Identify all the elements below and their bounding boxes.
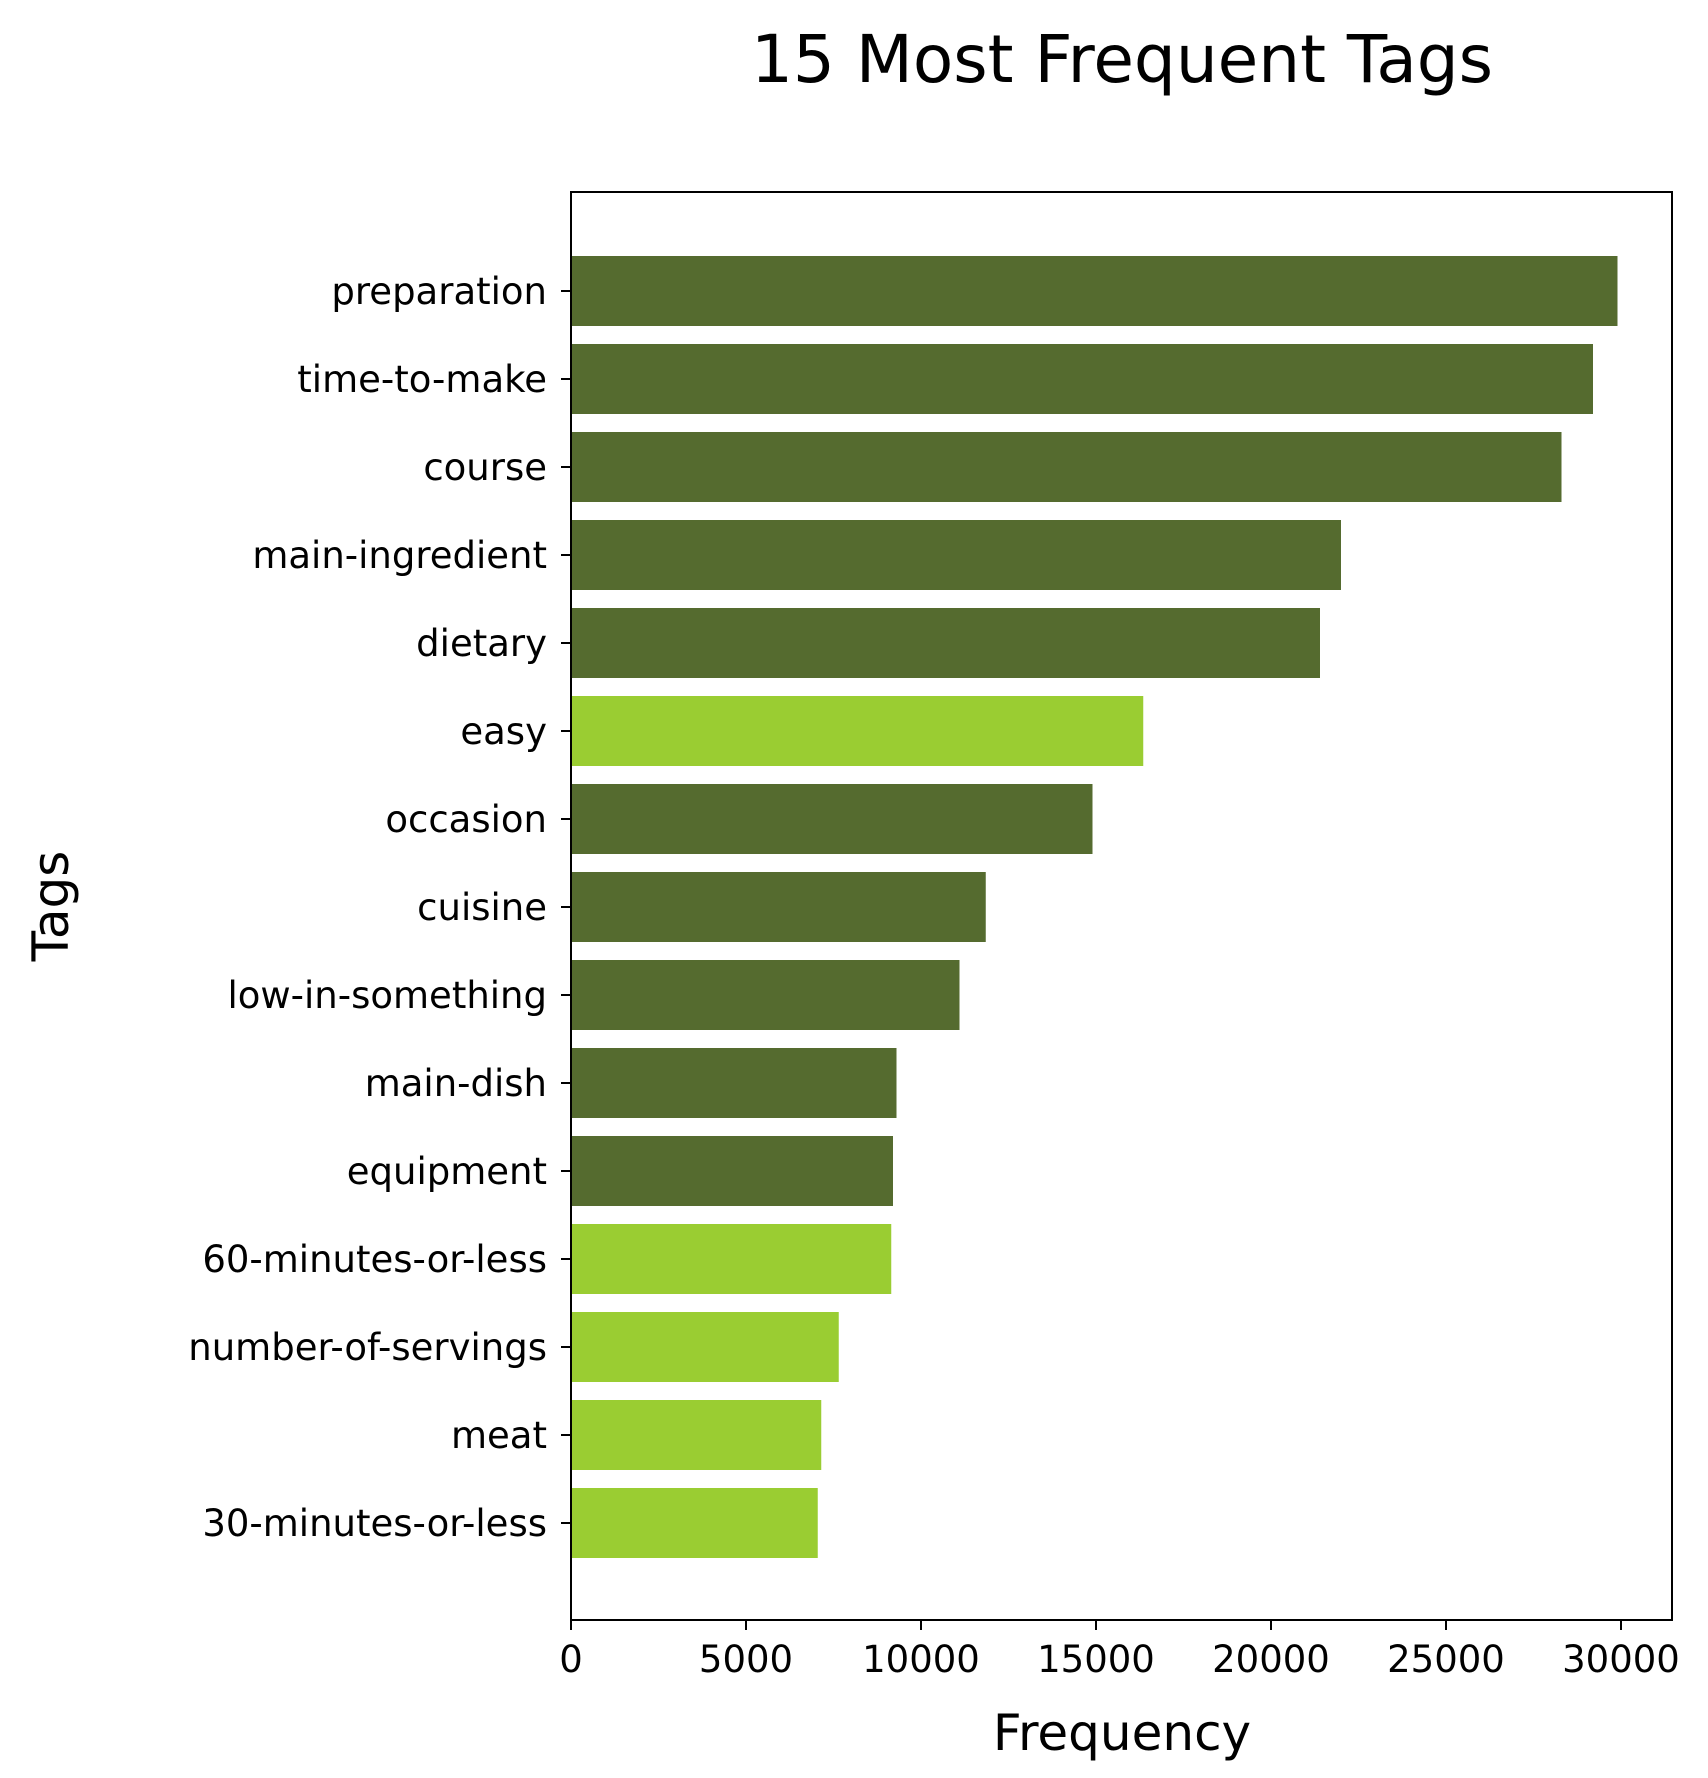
bar-low-in-something <box>571 960 960 1030</box>
bar-easy <box>571 696 1144 766</box>
bar-main-ingredient <box>571 520 1341 590</box>
x-tick-label: 25000 <box>1387 1638 1505 1681</box>
y-axis-label: Tags <box>22 851 80 963</box>
y-tick-label: main-dish <box>365 1062 547 1105</box>
chart-title: 15 Most Frequent Tags <box>751 21 1493 98</box>
x-tick-label: 5000 <box>699 1638 793 1681</box>
bar-course <box>571 432 1562 502</box>
bar-equipment <box>571 1136 893 1206</box>
y-tick-label: meat <box>451 1414 547 1457</box>
bar-number-of-servings <box>571 1312 839 1382</box>
x-tick-label: 10000 <box>862 1638 980 1681</box>
bar-main-dish <box>571 1048 897 1118</box>
bar-time-to-make <box>571 344 1593 414</box>
y-tick-label: occasion <box>385 798 547 841</box>
y-tick-label: equipment <box>347 1150 547 1193</box>
y-tick-label: easy <box>460 710 547 753</box>
y-tick-label: number-of-servings <box>188 1326 547 1369</box>
bar-60-minutes-or-less <box>571 1224 892 1294</box>
x-axis-label: Frequency <box>993 1704 1251 1762</box>
bar-30-minutes-or-less <box>571 1488 818 1558</box>
y-tick-label: preparation <box>331 270 547 313</box>
x-tick-label: 15000 <box>1037 1638 1155 1681</box>
y-tick-label: main-ingredient <box>252 534 547 577</box>
y-tick-label: dietary <box>416 622 547 665</box>
y-tick-label: course <box>423 446 547 489</box>
x-tick-label: 20000 <box>1212 1638 1330 1681</box>
x-tick-label: 0 <box>559 1638 583 1681</box>
bar-occasion <box>571 784 1093 854</box>
bar-cuisine <box>571 872 986 942</box>
y-tick-label: 60-minutes-or-less <box>202 1238 547 1281</box>
x-axis: 0 5000 10000 15000 20000 25000 30000 <box>559 1620 1680 1681</box>
y-tick-label: 30-minutes-or-less <box>202 1502 547 1545</box>
y-tick-label: time-to-make <box>297 358 547 401</box>
y-axis: preparation time-to-make course main-ingred… <box>188 270 571 1545</box>
y-tick-label: low-in-something <box>227 974 547 1017</box>
bar-dietary <box>571 608 1320 678</box>
y-tick-label: cuisine <box>417 886 547 929</box>
bar-preparation <box>571 256 1618 326</box>
bar-meat <box>571 1400 822 1470</box>
x-tick-label: 30000 <box>1562 1638 1680 1681</box>
bars-group <box>571 256 1618 1558</box>
